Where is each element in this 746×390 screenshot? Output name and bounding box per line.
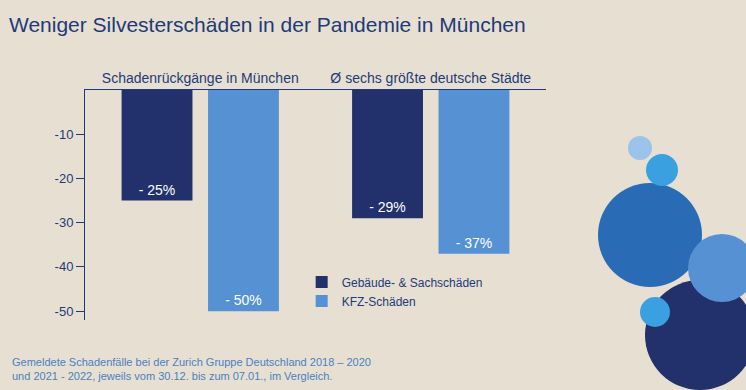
svg-text:Gebäude- & Sachschäden: Gebäude- & Sachschäden [342, 276, 483, 290]
svg-text:Schadenrückgänge in München: Schadenrückgänge in München [102, 70, 299, 86]
svg-text:-10: -10 [55, 127, 74, 142]
svg-text:-20: -20 [55, 171, 74, 186]
svg-text:-40: -40 [55, 259, 74, 274]
svg-text:Gemeldete Schadenfälle bei der: Gemeldete Schadenfälle bei der Zurich Gr… [12, 356, 371, 382]
svg-text:Ø sechs größte deutsche Städte: Ø sechs größte deutsche Städte [330, 70, 531, 86]
svg-text:-50: -50 [55, 304, 74, 319]
svg-text:- 50%: - 50% [225, 292, 262, 308]
svg-text:- 37%: - 37% [456, 235, 493, 251]
svg-text:- 25%: - 25% [139, 182, 176, 198]
svg-text:KFZ-Schäden: KFZ-Schäden [342, 295, 416, 309]
svg-text:Weniger Silvesterschäden in de: Weniger Silvesterschäden in der Pandemie… [9, 13, 526, 36]
svg-text:-30: -30 [55, 215, 74, 230]
svg-text:- 29%: - 29% [369, 199, 406, 215]
